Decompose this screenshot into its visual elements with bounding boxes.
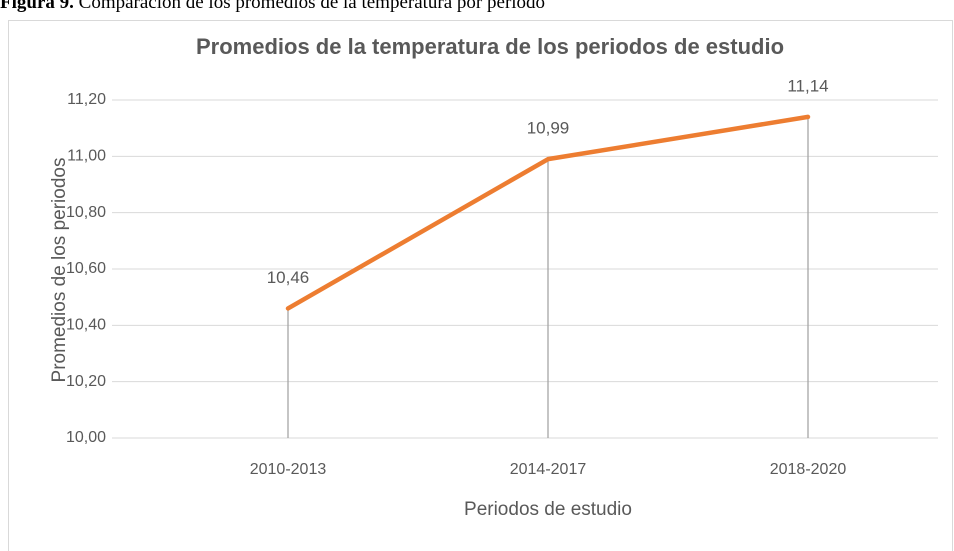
y-tick-label: 10,80 <box>66 204 106 221</box>
y-tick-label: 10,40 <box>66 317 106 334</box>
y-tick-label: 11,20 <box>67 91 106 108</box>
y-axis-label: Promedios de los periodos <box>49 158 70 383</box>
series-line <box>285 114 811 311</box>
y-tick-label: 11,00 <box>67 148 106 165</box>
y-tick-label: 10,00 <box>66 429 106 446</box>
y-tick-label: 10,20 <box>66 373 106 390</box>
chart-title: Promedios de la temperatura de los perio… <box>196 34 784 59</box>
x-tick-label: 2014-2017 <box>510 461 587 478</box>
chart-border <box>8 20 953 551</box>
data-label: 10,46 <box>267 268 310 287</box>
y-tick-label: 10,60 <box>66 260 106 277</box>
x-axis-label: Periodos de estudio <box>464 499 632 520</box>
x-tick-label: 2018-2020 <box>770 461 847 478</box>
x-tick-label: 2010-2013 <box>250 461 327 478</box>
caption-text: Comparación de los promedios de la tempe… <box>74 0 545 13</box>
data-label: 11,14 <box>787 76 828 95</box>
caption-label: Figura 9. <box>0 0 74 13</box>
caption: Figura 9. Comparación de los promedios d… <box>0 0 545 13</box>
data-label: 10,99 <box>527 119 570 138</box>
